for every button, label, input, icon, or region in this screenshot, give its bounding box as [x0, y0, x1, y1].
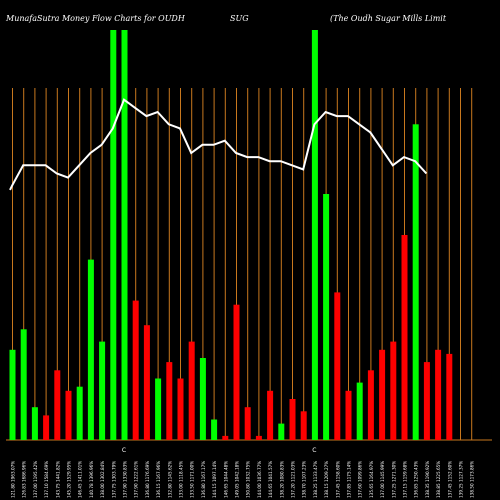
x-tick-label: 137.00 1145.99%	[380, 461, 385, 498]
x-tick-label: 137.75 1303.79%	[111, 461, 116, 498]
x-tick-label: 133.50 1171.00%	[190, 461, 195, 498]
x-tick-label: 145.20 1529.95%	[67, 461, 72, 498]
x-tick-label: 136.80 1176.69%	[145, 461, 150, 498]
money-flow-bar	[76, 386, 83, 440]
x-tick-label: 137.25 1271.30%	[391, 461, 396, 498]
x-tick-label: 137.85 1175.14%	[347, 461, 352, 498]
x-tick-label: 133.00 1118.45%	[179, 461, 184, 498]
money-flow-bar	[177, 378, 184, 440]
money-flow-bar	[255, 435, 262, 440]
money-flow-bar	[244, 407, 251, 440]
money-flow-bar	[110, 30, 117, 440]
money-flow-bar	[356, 382, 363, 440]
x-tick-label: 135.65 1164.97%	[369, 461, 374, 498]
x-tick-label: 138.25 1133.47%	[313, 461, 318, 498]
money-flow-bar	[300, 411, 307, 440]
x-tick-label: 137.90 1222.61%	[134, 461, 139, 498]
money-flow-bar	[121, 30, 128, 440]
money-flow-bar	[379, 349, 386, 440]
x-axis-labels: 121.80 1963.07% 126.83 1686.96% 137.00 119…	[11, 461, 475, 498]
money-flow-bar	[412, 124, 419, 441]
x-tick-label: 136.15 1167.96%	[156, 461, 161, 498]
money-flow-bar	[289, 399, 296, 440]
x-tick-label: 121.80 1963.07%	[11, 461, 16, 498]
marker-label: C	[312, 447, 316, 454]
money-flow-bar	[211, 419, 218, 440]
x-tick-label: 138.15 1209.27%	[324, 461, 329, 498]
x-tick-label: 138.70 1107.23%	[302, 461, 307, 498]
x-tick-label: 140.78 1396.96%	[89, 461, 94, 498]
x-tick-label: 144.65 1041.57%	[268, 461, 273, 498]
money-flow-bar	[155, 378, 162, 440]
x-tick-label: 143.75 1441.82%	[55, 461, 60, 498]
money-flow-bar	[311, 30, 318, 440]
x-tick-label: 144.00 1036.77%	[257, 461, 262, 498]
chart-header-mid: SUG	[230, 14, 249, 23]
x-tick-label: 144.15 1097.14%	[212, 461, 217, 498]
money-flow-bar	[435, 349, 442, 440]
chart-header-left: MunafaSutra Money Flow Charts for OUDH	[6, 14, 185, 23]
money-flow-bar	[345, 390, 352, 440]
money-flow-bar	[65, 390, 72, 440]
money-flow-bar	[143, 325, 150, 440]
money-flow-bar	[166, 362, 173, 440]
x-tick-label: 137.10 1584.69%	[44, 461, 49, 498]
money-flow-bar	[20, 329, 27, 440]
x-tick-label: 138.00 1302.84%	[100, 461, 105, 498]
money-flow-bar	[334, 292, 341, 440]
price-line	[9, 98, 428, 191]
x-tick-label: 146.45 1411.01%	[78, 461, 83, 498]
x-tick-label: 136.80 1167.17%	[201, 461, 206, 498]
x-tick-label: 132.80 1145.62%	[167, 461, 172, 498]
x-tick-label: 138.35 1190.92%	[425, 461, 430, 498]
money-flow-bar	[367, 370, 374, 440]
price-line-layer	[9, 98, 428, 191]
x-tick-label: 138.50 1173.86%	[470, 461, 475, 498]
money-flow-bar	[31, 407, 38, 440]
bar-series	[9, 30, 453, 441]
money-flow-bar	[423, 362, 430, 440]
money-flow-bar	[323, 194, 330, 440]
money-flow-bar	[267, 390, 274, 440]
money-flow-bar	[233, 304, 240, 440]
x-tick-label: 137.45 1152.60%	[447, 461, 452, 498]
x-tick-label: 146.65 1044.48%	[223, 461, 228, 498]
money-flow-bar	[278, 423, 285, 440]
x-tick-label: 139.25 1127.37%	[459, 461, 464, 498]
x-tick-label: 137.60 1099.86%	[358, 461, 363, 498]
chart-header-right: (The Oudh Sugar Mills Limit	[330, 14, 447, 23]
money-flow-bar	[446, 353, 453, 440]
money-flow-bar	[54, 370, 61, 440]
money-flow-bar	[87, 259, 94, 440]
money-flow-bar	[222, 435, 229, 440]
money-flow-bar	[390, 341, 397, 440]
money-flow-bar	[43, 415, 50, 440]
x-tick-label: 137.45 1158.60%	[335, 461, 340, 498]
money-flow-bar	[9, 349, 16, 440]
money-flow-bar	[132, 300, 139, 440]
money-flow-bar	[199, 358, 206, 440]
x-tick-label: 137.20 1121.03%	[291, 461, 296, 498]
x-tick-label: 137.00 1195.42%	[33, 461, 38, 498]
money-flow-bar	[401, 235, 408, 440]
x-tick-label: 137.90 1330.83%	[123, 461, 128, 498]
x-tick-label: 126.83 1686.96%	[22, 461, 27, 498]
marker-label: C	[122, 447, 126, 454]
x-tick-label: 149.05 1042.18%	[235, 461, 240, 498]
x-tick-label: 150.80 1032.75%	[246, 461, 251, 498]
money-flow-bar	[99, 341, 106, 440]
x-tick-label: 136.85 1250.43%	[414, 461, 419, 498]
x-tick-label: 137.15 1159.68%	[403, 461, 408, 498]
x-tick-label: 138.20 1080.83%	[279, 461, 284, 498]
x-tick-label: 138.85 1225.65%	[436, 461, 441, 498]
money-flow-bar	[188, 341, 195, 440]
